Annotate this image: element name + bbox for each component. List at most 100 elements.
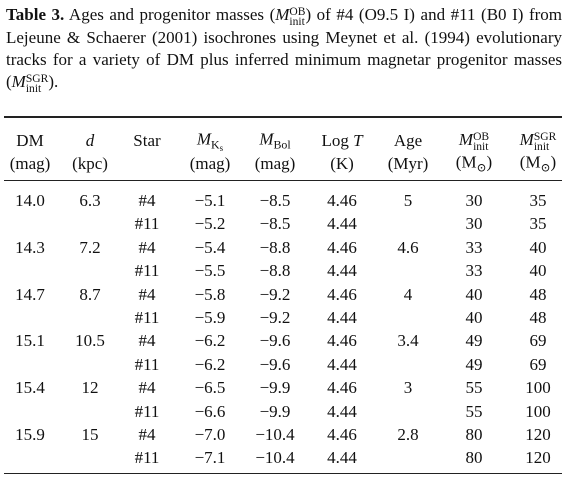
- table-cell: 35: [529, 214, 547, 234]
- table-cell: −5.5: [194, 261, 226, 281]
- math-base: M: [196, 129, 212, 149]
- superscript: OB: [473, 130, 490, 144]
- column-unit: (K): [330, 154, 354, 174]
- table-cell: 48: [529, 308, 547, 327]
- table-cell: 15: [81, 425, 99, 444]
- table-cell: 15.4: [15, 378, 45, 398]
- table-cell: 33: [465, 261, 483, 281]
- text-segment: Ages and progenitor masses (: [64, 5, 276, 24]
- table-cell: 30: [465, 214, 483, 234]
- math-base: M: [519, 129, 534, 149]
- table-cell: −5.1: [194, 191, 226, 210]
- table-cell: #4: [138, 425, 156, 444]
- math: M SGR init: [519, 129, 557, 154]
- table-cell: #4: [138, 191, 156, 210]
- script-stack: OB init: [289, 5, 306, 27]
- script-stack: OB init: [473, 130, 490, 154]
- table-cell: 80: [465, 448, 483, 468]
- table-cell: −9.2: [259, 308, 291, 327]
- subscript: Ks: [211, 136, 224, 153]
- math: MKs: [196, 129, 224, 153]
- math: M SGR init: [11, 72, 49, 94]
- text-segment: (mag): [9, 154, 51, 173]
- table-cell: #11: [134, 214, 160, 234]
- table-cell: #11: [134, 401, 160, 421]
- table-cell: 4.46: [327, 237, 357, 257]
- table-cell: 49: [465, 354, 483, 374]
- text-segment: ⊙: [540, 160, 551, 175]
- table-cell: 4.44: [327, 308, 357, 327]
- script-stack: SGR init: [26, 73, 48, 94]
- text-segment: ) of #4 (O9.5 I) and #11 (B0 I) from Lej…: [6, 5, 562, 92]
- table-cell: 14.0: [15, 191, 45, 210]
- column-header: Star: [133, 131, 160, 151]
- table-cell: −8.5: [259, 191, 291, 210]
- table-cell: −8.8: [259, 237, 291, 257]
- text-segment: Age: [393, 131, 423, 150]
- table-cell: −6.2: [194, 354, 226, 374]
- table-cell: −6.6: [194, 401, 226, 421]
- table-cell: 55: [465, 378, 483, 398]
- math: M OB init: [275, 5, 306, 27]
- table-cell: 80: [465, 425, 483, 444]
- math-base: M: [259, 129, 274, 149]
- column-unit: (mag): [10, 154, 51, 174]
- table-cell: 4.44: [327, 261, 357, 281]
- math: M OB init: [459, 130, 490, 154]
- superscript: OB: [289, 5, 306, 19]
- table-cell: 15.1: [15, 331, 45, 351]
- table-cell: 14.3: [15, 237, 45, 257]
- table-cell: −5.4: [194, 237, 226, 257]
- table-cell: 8.7: [79, 284, 101, 304]
- table-cell: 40: [465, 308, 483, 327]
- table-cell: −6.5: [194, 378, 226, 398]
- text-segment: Star: [133, 131, 161, 150]
- column-unit: (M⊙): [520, 153, 556, 176]
- table-cell: 4.44: [327, 401, 357, 421]
- column-header: MBol: [259, 130, 290, 153]
- table-cell: 48: [529, 284, 547, 304]
- table-cell: 35: [529, 191, 547, 210]
- text-segment: (mag): [254, 154, 296, 173]
- table-cell: 6.3: [79, 191, 101, 210]
- math-base: M: [11, 72, 26, 92]
- table-cell: 120: [525, 448, 551, 468]
- table-cell: 4.46: [327, 284, 357, 304]
- table-cell: 33: [465, 237, 483, 257]
- table-cell: #4: [138, 378, 156, 398]
- column-header: DM: [16, 131, 43, 151]
- text-segment: ): [550, 152, 557, 172]
- text-segment: ).: [48, 72, 59, 92]
- script-stack: SGR init: [533, 131, 556, 154]
- table-cell: −9.6: [259, 331, 291, 351]
- text-segment: (mag): [189, 154, 231, 173]
- table-cell: −5.2: [194, 214, 226, 234]
- table-cell: #4: [138, 331, 156, 351]
- subscript: Bol: [273, 137, 291, 152]
- table-cell: 3: [403, 378, 413, 398]
- table-cell: 7.2: [79, 237, 101, 257]
- table-cell: 55: [465, 401, 483, 421]
- table-cell: 4.46: [327, 191, 357, 210]
- header-rule: [4, 180, 562, 181]
- table-cell: 120: [525, 425, 551, 444]
- table-cell: −10.4: [255, 425, 295, 444]
- math: MBol: [259, 129, 291, 152]
- column-header: M SGR init: [520, 130, 557, 152]
- table-cell: −7.1: [194, 448, 226, 468]
- text-segment: (M: [455, 152, 477, 172]
- table-cell: −5.8: [194, 284, 226, 304]
- table-cell: 4.46: [327, 425, 357, 444]
- subscript: init: [473, 140, 489, 154]
- column-header: Log T: [321, 131, 362, 151]
- table-cell: 3.4: [397, 331, 419, 351]
- table-cell: #11: [134, 308, 160, 327]
- column-header: d: [86, 131, 95, 151]
- text-segment: Log: [321, 131, 354, 150]
- table-cell: −9.2: [259, 284, 291, 304]
- table-cell: −5.9: [194, 308, 226, 327]
- table-cell: 4.6: [397, 237, 419, 257]
- table-cell: 4: [403, 284, 413, 304]
- column-unit: (mag): [190, 154, 231, 174]
- subscript: init: [533, 140, 550, 154]
